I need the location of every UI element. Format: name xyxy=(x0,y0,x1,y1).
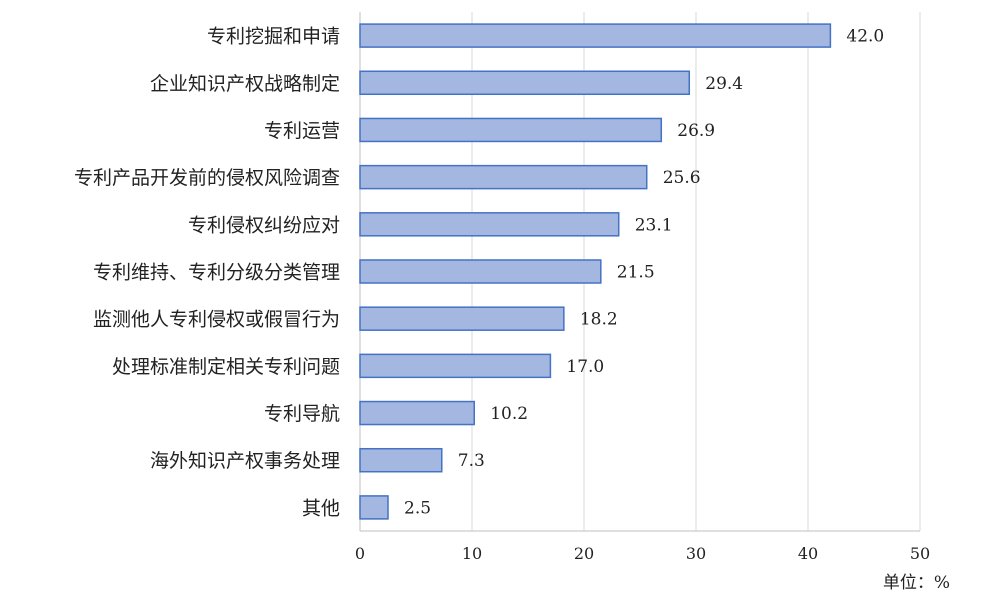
category-label: 专利挖掘和申请 xyxy=(207,26,340,48)
category-label: 监测他人专利侵权或假冒行为 xyxy=(93,309,340,331)
x-tick-label: 40 xyxy=(798,544,818,563)
bar xyxy=(359,23,832,48)
category-labels: 专利挖掘和申请企业知识产权战略制定专利运营专利产品开发前的侵权风险调查专利侵权纠… xyxy=(74,26,340,520)
category-label: 专利产品开发前的侵权风险调查 xyxy=(74,167,340,189)
value-label: 25.6 xyxy=(663,168,701,188)
category-label: 专利侵权纠纷应对 xyxy=(188,214,340,236)
value-label: 42.0 xyxy=(846,27,884,47)
category-label: 专利导航 xyxy=(264,403,340,425)
value-label: 26.9 xyxy=(677,121,715,141)
category-label: 其他 xyxy=(302,497,340,519)
bar xyxy=(359,117,663,143)
x-tick-label: 10 xyxy=(462,544,482,563)
category-label: 企业知识产权战略制定 xyxy=(150,73,340,95)
value-label: 7.3 xyxy=(458,451,485,471)
x-tick-label: 30 xyxy=(686,544,706,563)
unit-label: 单位：% xyxy=(883,573,950,593)
x-tick-label: 20 xyxy=(574,544,594,563)
bar xyxy=(359,353,552,379)
value-label: 23.1 xyxy=(635,215,673,235)
category-label: 专利运营 xyxy=(264,120,340,142)
bar xyxy=(359,212,620,237)
bar xyxy=(359,306,565,331)
bar xyxy=(359,164,648,190)
value-label: 10.2 xyxy=(490,404,528,424)
value-label: 21.5 xyxy=(617,263,655,283)
value-labels: 42.0 29.4 26.9 25.6 23.1 21.5 18.2 17.0 10.2 7.3 2… xyxy=(404,27,884,519)
x-tick-labels: 0 10 20 30 40 50 xyxy=(355,544,930,563)
category-label: 海外知识产权事务处理 xyxy=(150,450,340,472)
x-tick-label: 50 xyxy=(910,544,930,563)
bar xyxy=(359,400,475,426)
x-tick-label: 0 xyxy=(355,544,365,563)
bar xyxy=(359,259,602,284)
value-label: 17.0 xyxy=(566,357,604,377)
value-label: 18.2 xyxy=(580,310,618,330)
value-label: 29.4 xyxy=(705,74,743,94)
category-label: 专利维持、专利分级分类管理 xyxy=(93,262,340,284)
category-label: 处理标准制定相关专利问题 xyxy=(112,356,340,378)
bar xyxy=(359,495,389,520)
bar xyxy=(359,447,443,473)
value-label: 2.5 xyxy=(404,498,431,518)
bar xyxy=(359,70,691,96)
bars xyxy=(359,23,832,520)
